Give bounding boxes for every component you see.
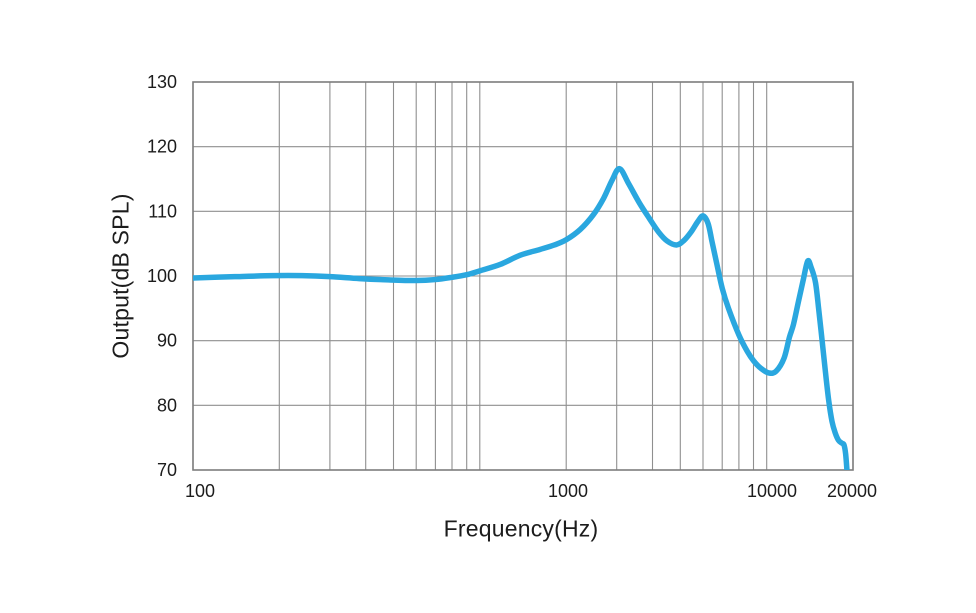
x-tick-label-10000: 10000 [747, 481, 797, 501]
y-axis-title: Output(dB SPL) [107, 193, 134, 359]
y-tick-label-70: 70 [157, 460, 177, 480]
y-tick-label-130: 130 [147, 72, 177, 92]
y-tick-label-100: 100 [147, 266, 177, 286]
y-tick-label-120: 120 [147, 137, 177, 157]
response-curve [193, 165, 850, 470]
x-axis-title: Frequency(Hz) [443, 515, 599, 542]
axis-tick-labels: 100 1000 10000 20000 130 120 110 100 90 80 70 [147, 72, 877, 501]
x-tick-label-1000: 1000 [548, 481, 588, 501]
y-tick-label-110: 110 [148, 201, 177, 221]
curve-layer [193, 165, 850, 470]
x-tick-label-20000: 20000 [827, 481, 877, 501]
x-tick-label-100: 100 [185, 481, 215, 501]
y-tick-label-80: 80 [157, 395, 177, 415]
y-tick-label-90: 90 [157, 331, 177, 351]
